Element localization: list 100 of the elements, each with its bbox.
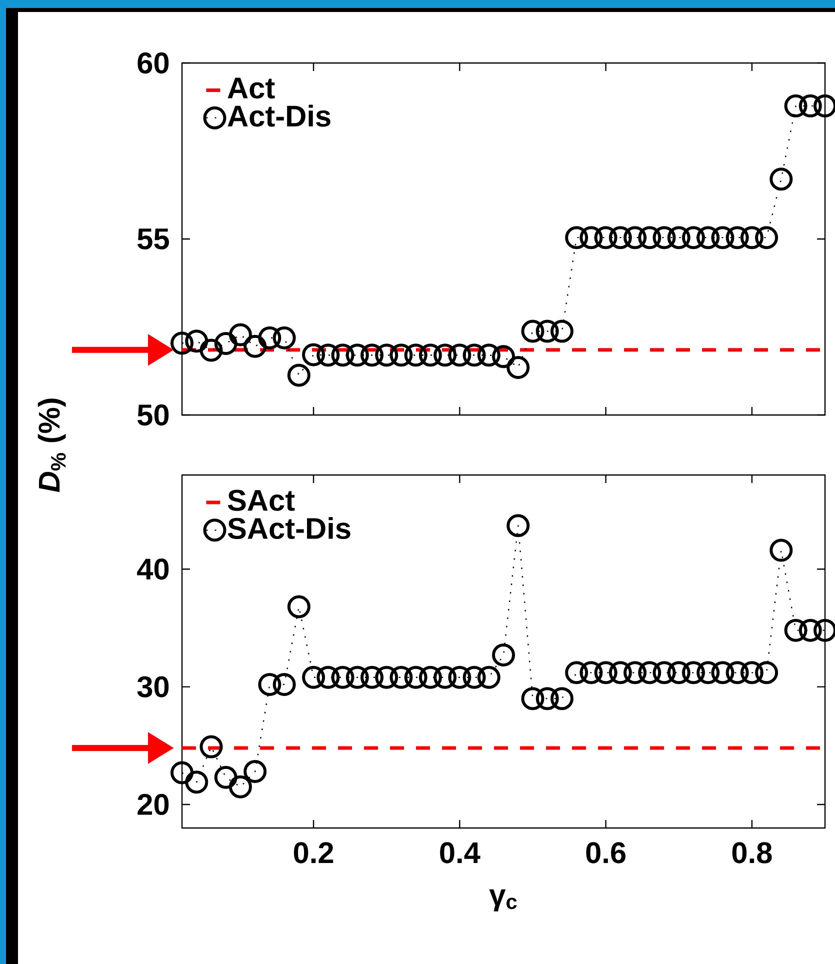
point <box>652 226 676 250</box>
point <box>521 320 544 343</box>
y-tick-label: 30 <box>137 676 169 698</box>
point <box>200 735 223 758</box>
point <box>258 672 282 696</box>
point <box>316 344 340 367</box>
point <box>214 332 238 356</box>
point <box>185 330 208 353</box>
legend-label: Act <box>228 78 275 99</box>
point <box>506 356 530 379</box>
point <box>565 226 588 250</box>
y-axis-title: D$_{%}$ (%) <box>38 398 66 492</box>
point <box>200 338 223 362</box>
point <box>346 666 369 689</box>
point <box>434 344 457 367</box>
point <box>726 226 749 250</box>
legend-label: SAct-Dis <box>228 517 350 540</box>
legend-label: Act-Dis <box>228 104 330 127</box>
x-tick-label: 0.4 <box>440 842 480 864</box>
point <box>448 344 472 367</box>
x-tick-label: 0.8 <box>732 842 772 864</box>
point <box>638 226 662 250</box>
point <box>638 661 662 684</box>
point <box>244 334 267 358</box>
y-tick-label: 50 <box>138 404 169 426</box>
point <box>608 661 632 684</box>
point <box>287 364 310 387</box>
point <box>711 226 734 250</box>
point <box>682 661 705 684</box>
point <box>682 226 705 250</box>
point <box>726 661 749 684</box>
point <box>492 644 516 667</box>
point <box>360 344 384 367</box>
point <box>521 687 544 710</box>
point <box>477 666 500 689</box>
point <box>228 775 252 798</box>
point <box>536 320 559 343</box>
point <box>755 226 778 250</box>
point <box>272 672 296 696</box>
x-axis-title: γ$_{c}$ <box>489 889 517 912</box>
point <box>302 343 326 366</box>
point <box>784 94 808 118</box>
point <box>594 226 618 250</box>
point <box>594 661 618 684</box>
point <box>462 666 486 689</box>
y-tick-label: 55 <box>138 228 170 250</box>
point <box>770 538 793 562</box>
point <box>287 595 310 618</box>
point <box>580 226 603 250</box>
point <box>492 345 515 368</box>
legend-label: SAct <box>228 490 295 511</box>
point <box>434 666 457 689</box>
point <box>667 226 690 250</box>
point <box>667 661 690 684</box>
y-tick-label: 40 <box>137 558 169 580</box>
point <box>550 687 574 710</box>
point <box>360 666 384 689</box>
point <box>462 344 486 367</box>
point <box>346 344 369 367</box>
point <box>580 661 603 684</box>
point <box>696 661 720 684</box>
point <box>228 323 252 346</box>
point <box>506 514 530 538</box>
point <box>536 687 559 710</box>
y-tick-label: 60 <box>138 52 169 74</box>
point <box>170 761 194 784</box>
point <box>740 226 764 250</box>
point <box>477 344 500 367</box>
point <box>755 661 778 684</box>
point <box>784 618 808 642</box>
point <box>404 344 428 367</box>
point <box>418 344 442 367</box>
point <box>696 226 720 250</box>
point <box>798 94 822 118</box>
point <box>740 661 764 684</box>
x-tick-label: 0.6 <box>586 842 626 864</box>
point <box>404 666 428 689</box>
point <box>608 226 632 250</box>
point <box>214 766 238 789</box>
point <box>418 666 442 689</box>
point <box>711 661 734 684</box>
point <box>448 666 472 689</box>
point <box>375 344 398 367</box>
point <box>244 760 267 784</box>
point <box>316 666 340 689</box>
point <box>770 168 793 191</box>
point <box>170 332 194 355</box>
y-tick-label: 20 <box>138 794 169 816</box>
point <box>652 661 676 684</box>
point <box>390 666 413 689</box>
point <box>375 666 398 689</box>
point <box>390 344 413 367</box>
point <box>302 666 326 689</box>
point <box>550 320 574 343</box>
point <box>624 226 647 250</box>
point <box>624 661 647 684</box>
point <box>258 326 282 350</box>
point <box>272 326 296 350</box>
point <box>798 618 822 642</box>
point <box>331 666 354 689</box>
